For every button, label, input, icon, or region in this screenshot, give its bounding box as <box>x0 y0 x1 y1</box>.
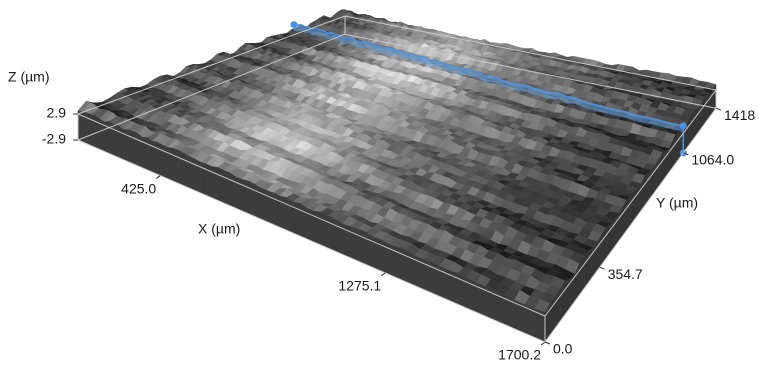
y-tick <box>544 341 551 345</box>
surface-side <box>702 96 706 128</box>
surface-side <box>273 192 280 228</box>
box-edge <box>544 89 717 317</box>
surface-side <box>206 163 213 199</box>
surface-side <box>357 228 366 265</box>
profile-point <box>679 122 687 130</box>
annotations: 425.0 1275.1 1700.2 0.0 354.7 1064.0 1418 2.9 -2… <box>42 15 755 363</box>
surface-side <box>266 190 274 225</box>
surface-side <box>132 130 138 167</box>
x-tick-label: 425.0 <box>121 180 156 196</box>
surface <box>77 9 717 343</box>
surface-side <box>211 166 219 201</box>
surface-side <box>381 239 390 275</box>
y-tick <box>683 152 689 156</box>
y-axis-label: Y (µm) <box>656 195 698 211</box>
x-tick-label: 1275.1 <box>338 278 381 294</box>
profile-point <box>290 21 298 29</box>
surface-side <box>167 147 174 182</box>
x-axis-label: X (µm) <box>198 221 240 237</box>
z-tick-label: -2.9 <box>42 131 66 147</box>
surface-side <box>162 144 169 180</box>
y-tick-label: 1064.0 <box>691 152 734 168</box>
surface-side <box>217 166 224 204</box>
z-tick-label: 2.9 <box>47 105 67 121</box>
surface-side <box>504 294 515 330</box>
surface-side <box>223 170 230 206</box>
surface-side <box>127 129 133 165</box>
surface-side <box>286 197 294 234</box>
surface-side <box>157 141 164 178</box>
profile-band <box>293 24 684 132</box>
surface-side <box>147 136 153 173</box>
y-tick-label: 0.0 <box>553 341 573 357</box>
box-edge <box>344 15 717 91</box>
surface-side <box>658 152 663 187</box>
surface-side <box>320 211 329 249</box>
y-tick-label: 354.7 <box>608 266 643 282</box>
surface-side <box>113 123 119 158</box>
y-tick <box>715 107 722 111</box>
x-tick <box>380 272 386 277</box>
surface-side <box>675 131 679 165</box>
surface-side <box>253 183 261 220</box>
surface-side <box>194 158 201 194</box>
surface-side <box>405 249 415 286</box>
box-edge <box>77 113 546 317</box>
x-tick-label: 1700.2 <box>498 347 541 363</box>
surface-side <box>299 202 308 240</box>
box-edge <box>77 33 346 141</box>
surface-side <box>173 147 179 184</box>
surface-side <box>183 152 190 189</box>
y-tick <box>599 266 605 270</box>
surface-side <box>118 125 124 160</box>
profile-line <box>293 23 684 127</box>
box-edge <box>344 33 717 109</box>
surface-side <box>350 226 359 262</box>
surface-side <box>328 215 336 252</box>
surface-side <box>229 172 236 209</box>
x-tick <box>155 175 161 179</box>
surface-side <box>137 132 143 169</box>
surface-side <box>189 156 196 191</box>
box-edge <box>77 139 546 343</box>
x-tick <box>540 341 546 346</box>
box-edge <box>544 107 717 343</box>
surface-side <box>235 176 242 212</box>
box-edge <box>77 15 346 115</box>
surface-side <box>335 219 343 255</box>
surface-side <box>705 94 709 124</box>
surface-side <box>247 180 255 217</box>
surface-side <box>178 150 185 187</box>
z-axis-label: Z (µm) <box>8 69 50 85</box>
surface-side <box>279 195 287 231</box>
surface-side <box>241 179 249 214</box>
surface-side <box>365 231 374 269</box>
y-tick-label: 1418 <box>724 107 755 123</box>
surface-side <box>687 116 691 148</box>
